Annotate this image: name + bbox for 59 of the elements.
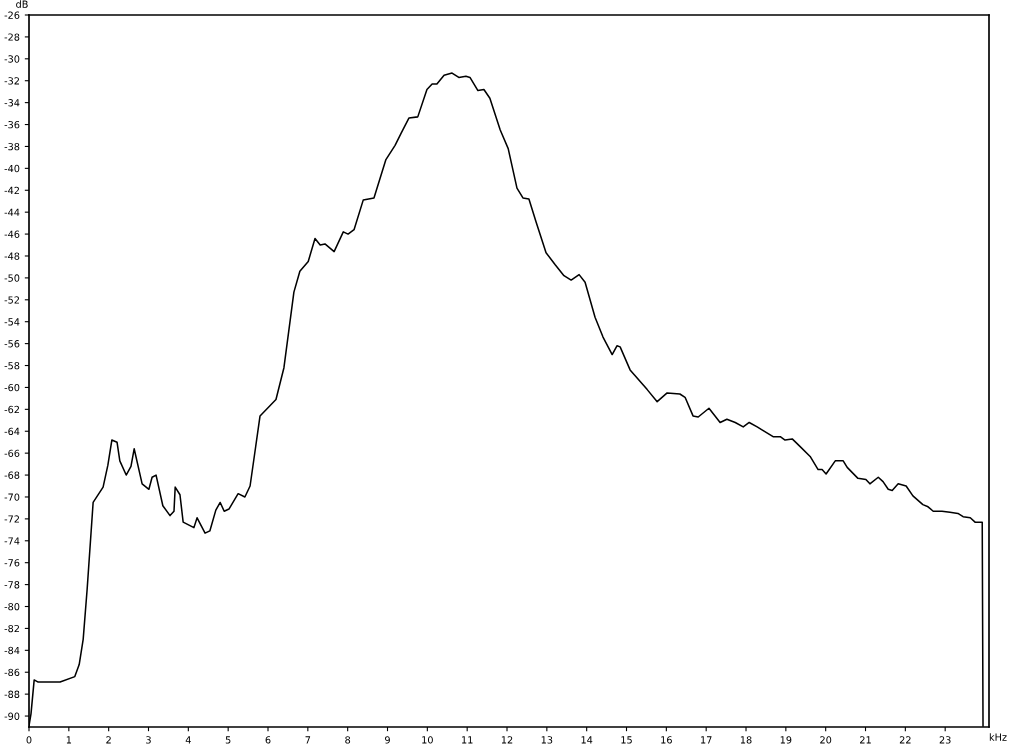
- y-tick-label: -38: [4, 142, 20, 151]
- y-tick-label: -74: [4, 537, 20, 545]
- x-tick-label: 10: [422, 736, 433, 744]
- x-tick-label: 9: [385, 736, 390, 744]
- x-tick-label: 0: [26, 736, 32, 744]
- x-tick-label: 8: [345, 736, 351, 744]
- y-tick-label: -58: [4, 362, 20, 370]
- x-tick-label: 3: [146, 736, 151, 744]
- y-tick-label: -60: [4, 383, 20, 392]
- y-tick-label: -44: [4, 208, 20, 216]
- x-tick-label: 2: [106, 736, 111, 744]
- y-tick-label: -76: [4, 559, 20, 567]
- y-tick-label: -48: [4, 252, 20, 260]
- y-tick-label: -78: [4, 581, 20, 589]
- y-tick-label: -50: [4, 274, 20, 282]
- x-tick-label: 23: [939, 736, 951, 744]
- x-tick-label: 6: [265, 736, 271, 744]
- y-tick-label: -72: [4, 515, 19, 523]
- y-axis-title: dB: [16, 0, 28, 8]
- x-tick-label: 22: [899, 736, 911, 744]
- y-tick-label: -54: [4, 318, 20, 326]
- x-tick-label: 13: [541, 736, 553, 744]
- y-tick-label: -56: [4, 340, 20, 348]
- x-tick-label: 18: [740, 736, 752, 744]
- x-axis-title: kHz: [989, 733, 1007, 741]
- x-tick-label: 17: [701, 736, 712, 744]
- y-tick-label: -68: [4, 471, 20, 479]
- y-tick-label: -46: [4, 230, 20, 238]
- y-tick-label: -34: [4, 99, 20, 107]
- x-tick-label: 1: [66, 736, 72, 744]
- x-tick-label: 20: [820, 736, 832, 744]
- y-tick-label: -82: [4, 624, 19, 633]
- y-tick-label: -86: [4, 668, 20, 677]
- y-tick-label: -80: [4, 602, 20, 611]
- y-tick-label: -36: [4, 121, 20, 129]
- x-tick-label: 7: [305, 736, 311, 744]
- y-tick-label: -30: [4, 55, 20, 63]
- y-tick-label: -40: [4, 164, 20, 173]
- y-tick-label: -70: [4, 493, 20, 501]
- y-tick-label: -62: [4, 405, 19, 414]
- x-tick-label: 12: [501, 736, 513, 744]
- y-tick-label: -42: [4, 186, 19, 194]
- x-tick-label: 5: [225, 736, 231, 744]
- x-tick-label: 4: [185, 736, 191, 744]
- y-tick-label: -26: [4, 11, 20, 19]
- y-tick-label: -88: [4, 690, 20, 698]
- x-tick-label: 14: [581, 736, 593, 744]
- x-tick-label: 11: [462, 736, 473, 744]
- x-tick-label: 16: [661, 736, 672, 744]
- y-tick-label: -52: [4, 296, 19, 304]
- y-tick-label: -64: [4, 427, 20, 436]
- x-tick-label: 19: [780, 736, 792, 744]
- x-tick-label: 15: [621, 736, 632, 744]
- y-tick-label: -32: [4, 77, 19, 85]
- x-tick-label: 21: [860, 736, 871, 744]
- y-tick-label: -28: [4, 33, 20, 41]
- y-tick-label: -90: [4, 712, 20, 720]
- y-tick-label: -66: [4, 449, 20, 457]
- y-tick-label: -84: [4, 646, 20, 655]
